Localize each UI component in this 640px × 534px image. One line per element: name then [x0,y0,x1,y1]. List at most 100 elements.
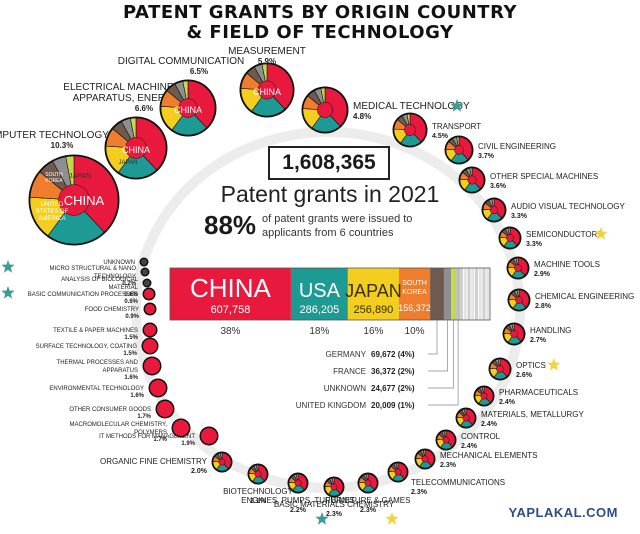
minor-country-value: 24,677 (2%) [371,384,415,393]
bubble-wedge [73,155,119,233]
field-percent: 10.3% [51,141,74,150]
field-percent: 2.4% [481,421,498,428]
bubble-wedge [135,117,167,171]
field-bubble-mechanical-elements: MECHANICAL ELEMENTS 2.3% [414,448,538,470]
bubble-core [330,483,338,491]
minor-country-value: 36,372 (2%) [371,367,415,376]
field-name: BASIC MATERIALS CHEMISTRY [274,500,395,509]
bubble-country-label: CHINA [253,87,281,97]
bubble-fill [201,428,217,444]
field-bubble-other-special-machines: OTHER SPECIAL MACHINES 3.6% [458,166,598,194]
bar-segment-unknown [451,268,457,320]
field-bubble-machine-tools: MACHINE TOOLS 2.9% [506,256,600,280]
bubble-fill [144,358,160,374]
field-percent: 1.7% [153,437,167,443]
bubble-wedge [324,87,348,127]
bubble-country-label: STATES OF [36,209,69,215]
star-icon [1,260,15,273]
bubble-wedge [171,107,207,136]
field-percent: 2.4% [499,399,516,406]
bar-value-china: 607,758 [211,304,251,316]
field-percent: 2.3% [326,511,343,518]
bubble-wedge [187,80,216,129]
field-bubble-handling: HANDLING 2.7% [502,322,571,346]
bubble-country-label: AMERICA [38,216,65,222]
field-percent: 2.8% [535,303,552,310]
bubble-fill [173,420,189,436]
bubble-fill [141,259,147,265]
bubble-country-label: CHINA [174,105,202,115]
bubble-wedge [517,257,529,276]
field-bubble-optics: OPTICS 2.6% [488,357,561,381]
bubble-core [510,330,518,338]
bar-percent-south-korea: 10% [405,326,425,337]
field-percent: 2.9% [534,271,551,278]
bar-value-south-korea: 156,372 [398,303,431,313]
field-percent: 1.5% [124,335,138,341]
bubble-country-label: SOUTH [45,172,63,178]
bubble-core [218,458,226,466]
leader-line [428,320,459,406]
bar-segment-south-korea [398,268,431,320]
field-name: CIVIL ENGINEERING [478,142,556,151]
bubble-wedge [333,477,344,495]
bubble-core [257,80,277,100]
field-name: SEMICONDUCTORS [526,230,603,239]
leader-line [428,320,454,389]
bubble-wedge [297,473,308,491]
field-bubble-pharmaceuticals: PHARMACEUTICALS 2.4% [473,385,578,407]
bubble-core [178,98,198,118]
field-percent: 2.1% [250,498,267,505]
bubble-core [58,184,90,216]
field-percent: 1.6% [130,393,144,399]
bar-value-japan: 256,890 [354,304,394,316]
bubble-wedge [499,358,511,377]
field-percent: 2.3% [360,507,377,514]
field-name: ENVIRONMENTAL TECHNOLOGY [49,386,144,392]
field-name: OTHER CONSUMER GOODS [69,407,151,413]
bar-segment-other [467,268,471,320]
bubble-core [421,455,429,463]
bubble-wedge [251,89,286,117]
top-countries-text: of patent grants were issued to applican… [262,213,413,239]
field-bubble-control: CONTROL 2.4% [435,429,501,451]
field-percent: 1.6% [124,375,138,381]
bubble-country-label: CHINA [122,145,150,155]
field-percent: 2.4% [461,443,478,450]
field-name: MEDICAL TECHNOLOGY [353,101,470,112]
bubble-fill [143,339,157,353]
field-name: DIGITAL COMMUNICATION [118,56,244,67]
field-percent: 2.7% [530,337,547,344]
bubble-core [480,392,488,400]
field-percent: 1.9% [181,441,195,447]
minor-country-value: 20,009 (1%) [371,401,415,410]
star-icon [1,286,15,299]
field-name: FURNITURE & GAMES [326,496,411,505]
bar-segment-japan [347,268,399,320]
bubble-country-label: KOREA [45,178,63,184]
bar-outline [169,267,491,321]
bubble-country-label: CHINA [64,193,105,208]
field-name: PHARMACEUTICALS [499,388,578,397]
minor-country-list: GERMANY 69,672 (4%) FRANCE 36,372 (2%) UNKNO… [296,320,459,410]
field-bubble-electrical-machinery-apparatus-energy: CHINA JAPAN ELECTRICAL MACHINERY,APPARATUS… [63,82,189,180]
bubble-wedge [465,408,476,426]
bubble-wedge [367,473,378,491]
bubble-wedge [424,449,435,467]
field-name: TRANSPORT [432,122,481,131]
field-percent: 6.6% [135,104,153,113]
leader-line [428,320,448,372]
star-icon [594,227,608,240]
bar-segment-usa [290,268,348,320]
field-name: POLYMERS [134,430,167,436]
bubble-wedge [471,167,485,190]
field-name: OTHER SPECIAL MACHINES [490,172,598,181]
